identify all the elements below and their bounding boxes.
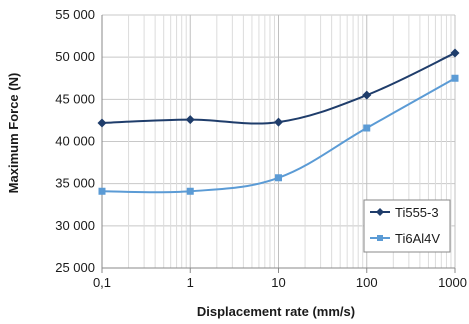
legend-marker-ti6al4v (377, 235, 383, 241)
data-point (275, 174, 282, 182)
x-tick-label: 1000 (438, 275, 467, 290)
data-point (274, 117, 283, 127)
legend: Ti555-3 Ti6Al4V (363, 199, 451, 253)
data-point (362, 90, 372, 100)
y-tick-label: 45 000 (55, 91, 95, 106)
data-point (98, 187, 106, 195)
x-axis-title: Displacement rate (mm/s) (197, 304, 355, 319)
y-tick-label: 40 000 (55, 134, 95, 149)
series-layer (97, 48, 460, 195)
legend-label-ti6al4v: Ti6Al4V (395, 231, 440, 246)
data-point (97, 118, 107, 128)
y-tick-label: 55 000 (55, 7, 95, 22)
x-axis-ticks: 0,1 1 10 100 1000 (93, 268, 467, 290)
x-tick-label: 10 (271, 275, 285, 290)
y-tick-label: 50 000 (55, 49, 95, 64)
y-tick-label: 35 000 (55, 176, 95, 191)
y-axis-title: Maximum Force (N) (6, 73, 21, 194)
y-axis-ticks: 25 000 30 000 35 000 40 000 45 000 50 000 55 0… (55, 7, 95, 275)
legend-box (363, 199, 451, 253)
series-ti555-3 (97, 48, 460, 128)
y-tick-label: 30 000 (55, 218, 95, 233)
data-point (451, 74, 459, 82)
data-point (363, 124, 371, 132)
x-tick-label: 100 (356, 275, 378, 290)
y-tick-label: 25 000 (55, 260, 95, 275)
data-point (450, 48, 460, 58)
x-tick-label: 0,1 (93, 275, 111, 290)
data-point (185, 115, 195, 125)
legend-label-ti555: Ti555-3 (395, 205, 439, 220)
legend-marker-ti555 (376, 208, 384, 216)
series-ti6al4v (98, 74, 459, 195)
data-point (186, 187, 194, 195)
x-tick-label: 1 (187, 275, 194, 290)
